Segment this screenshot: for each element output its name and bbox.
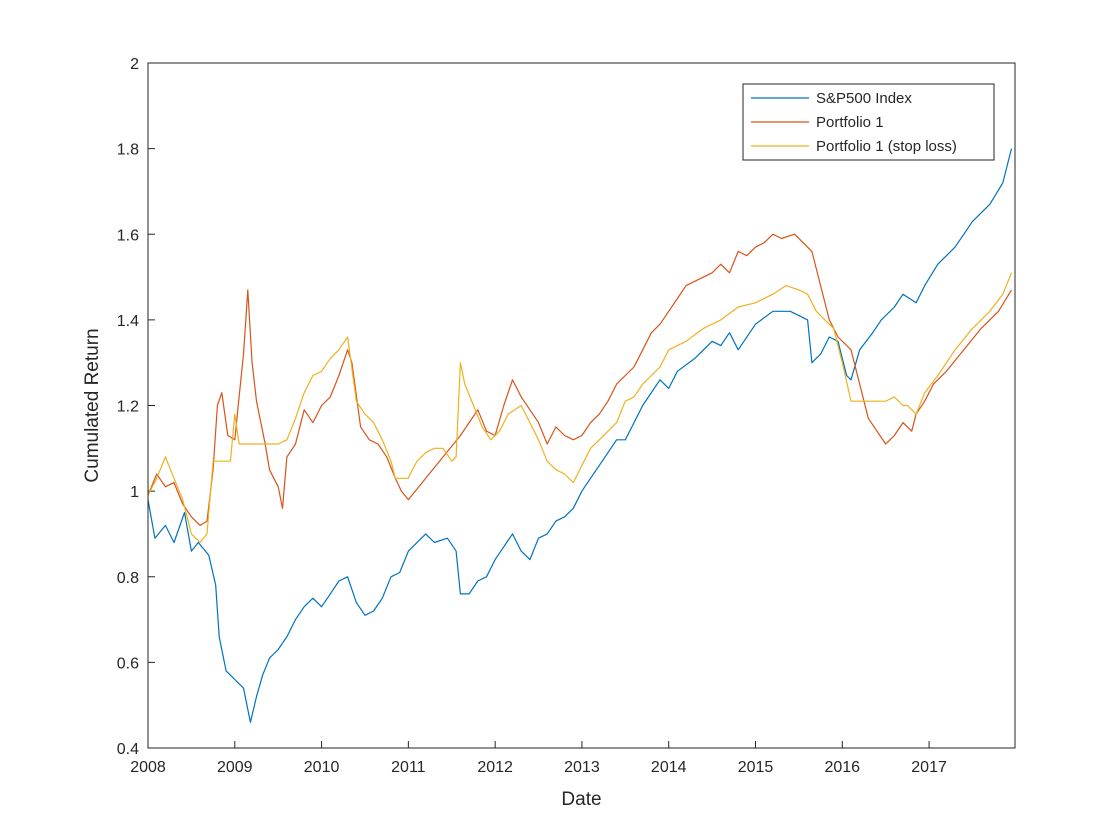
legend-label-1: S&P500 Index (816, 90, 912, 107)
legend: S&P500 Index Portfolio 1 Portfolio 1 (stop… (742, 83, 995, 161)
legend-label-2: Portfolio 1 (816, 114, 884, 131)
y-tick-label: 0.6 (117, 655, 139, 672)
series-line-2 (147, 233, 1013, 527)
series-line-3 (147, 272, 1013, 544)
x-axis-ticks: 2008 2009 2010 2011 2012 2013 2014 2015 2016 2017 (130, 741, 947, 776)
x-tick-label: 2011 (391, 759, 426, 776)
y-axis-ticks: 0.4 0.6 0.8 1 1.2 1.4 1.6 1.8 2 (117, 56, 155, 758)
y-axis-title: Cumulated Return (82, 328, 103, 482)
x-tick-label: 2017 (911, 759, 947, 776)
y-tick-label: 1.6 (117, 227, 139, 244)
x-tick-label: 2015 (738, 759, 774, 776)
x-axis-title: Date (561, 789, 601, 810)
y-tick-label: 0.4 (117, 741, 139, 758)
legend-label-3: Portfolio 1 (stop loss) (816, 138, 957, 155)
series-line-1 (147, 148, 1013, 723)
y-tick-label: 1.4 (117, 313, 139, 330)
x-tick-label: 2009 (217, 759, 253, 776)
y-tick-label: 1 (130, 484, 139, 501)
plot-area-frame (147, 62, 1016, 749)
series-layer (147, 148, 1013, 723)
y-tick-label: 0.8 (117, 570, 139, 587)
y-tick-label: 1.2 (117, 399, 139, 416)
y-tick-label: 2 (130, 56, 139, 73)
x-tick-label: 2010 (304, 759, 340, 776)
x-tick-label: 2013 (564, 759, 600, 776)
y-tick-label: 1.8 (117, 142, 139, 159)
x-tick-label: 2014 (651, 759, 687, 776)
x-tick-label: 2012 (477, 759, 513, 776)
x-tick-label: 2016 (824, 759, 860, 776)
x-tick-label: 2008 (130, 759, 166, 776)
